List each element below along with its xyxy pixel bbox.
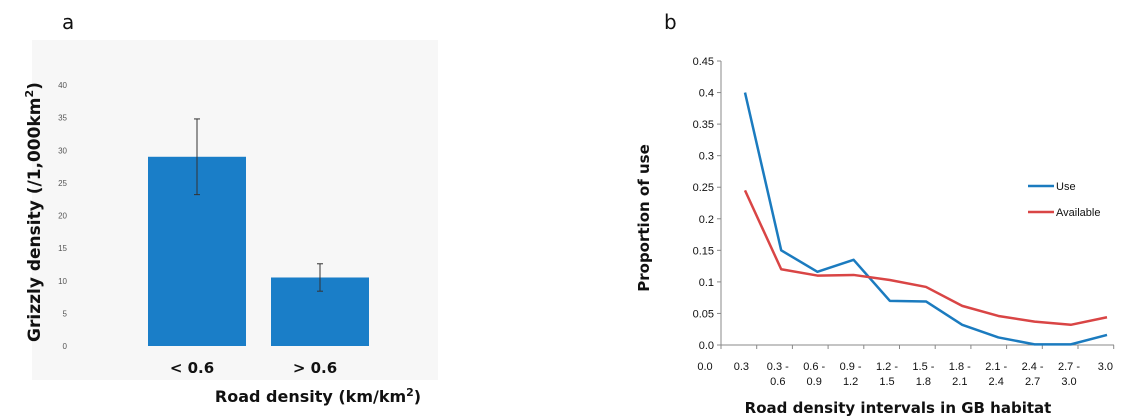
- x-tick-label-sub: 0.6: [770, 376, 785, 388]
- y-tick-label: 0.05: [693, 308, 714, 320]
- panel-b-lines: [743, 92, 1108, 346]
- x-tick-label: 2.7 -: [1058, 361, 1080, 373]
- x-tick-label: 0.3 -: [767, 361, 789, 373]
- x-tick-label: 3.0: [1098, 361, 1113, 373]
- panel-b-legend: Use Available: [1028, 181, 1100, 219]
- x-tick-label-sub: 2.7: [1025, 376, 1040, 388]
- x-tick-label: 0.3: [734, 361, 749, 373]
- series-line-available: [743, 189, 1108, 327]
- y-tick-label: 40: [58, 81, 67, 90]
- x-tick-label: 1.2 -: [876, 361, 898, 373]
- panel-b-axes: 0.0 0.05 0.1 0.15 0.2 0.25 0.3 0.35 0.4 0.45 0.0 0.…: [693, 56, 1115, 388]
- legend-label-available: Available: [1056, 207, 1100, 219]
- y-tick-label: 10: [58, 277, 67, 286]
- y-tick-label: 0.3: [699, 151, 714, 163]
- panel-a-x-axis-label: Road density (km/km2): [215, 386, 421, 406]
- y-tick-label: 0.15: [693, 245, 714, 257]
- x-category-label: > 0.6: [293, 359, 337, 377]
- x-tick-label-sub: 1.5: [879, 376, 894, 388]
- y-tick-label: 0.4: [699, 88, 714, 100]
- y-tick-label: 20: [58, 212, 67, 221]
- y-tick-label: 5: [63, 309, 68, 318]
- y-tick-label: 0: [63, 342, 68, 351]
- x-tick-label-sub: 1.2: [843, 376, 858, 388]
- x-tick-label-sub: 2.4: [989, 376, 1004, 388]
- y-tick-label: 0.2: [699, 214, 714, 226]
- x-tick-label: 2.1 -: [985, 361, 1007, 373]
- y-tick-label: 0.0: [699, 340, 714, 352]
- x-tick-label: 0.9 -: [840, 361, 862, 373]
- panel-a-bars: < 0.6 > 0.6: [148, 118, 369, 377]
- x-tick-label: 2.4 -: [1022, 361, 1044, 373]
- y-tick-label: 0.1: [699, 277, 714, 289]
- x-tick-label: 1.8 -: [949, 361, 971, 373]
- panel-a-y-ticks: 0 5 10 15 20 25 30 35 40: [58, 81, 67, 351]
- legend-label-use: Use: [1056, 181, 1076, 193]
- x-tick-label-sub: 2.1: [952, 376, 967, 388]
- y-tick-label: 30: [58, 146, 67, 155]
- x-tick-label: 0.6 -: [803, 361, 825, 373]
- x-tick-label-sub: 0.9: [807, 376, 822, 388]
- x-tick-label-sub: 1.8: [916, 376, 931, 388]
- panel-a-y-axis-label: Grizzly density (/1,000km2): [23, 82, 45, 342]
- y-tick-label: 0.45: [693, 56, 714, 68]
- panel-b-letter: b: [664, 10, 677, 34]
- series-line-use: [743, 92, 1108, 346]
- y-tick-label: 0.25: [693, 182, 714, 194]
- panel-b-y-axis-label: Proportion of use: [635, 144, 653, 292]
- panel-a-letter: a: [62, 10, 75, 34]
- y-tick-label: 35: [58, 114, 67, 123]
- x-tick-label-sub: 3.0: [1061, 376, 1076, 388]
- y-tick-label: 15: [58, 244, 67, 253]
- panel-b-x-axis-label: Road density intervals in GB habitat: [745, 399, 1052, 417]
- x-tick-label: 0.0: [697, 361, 712, 373]
- y-tick-label: 0.35: [693, 119, 714, 131]
- x-tick-label: 1.5 -: [912, 361, 934, 373]
- y-tick-label: 25: [58, 179, 67, 188]
- x-category-label: < 0.6: [170, 359, 214, 377]
